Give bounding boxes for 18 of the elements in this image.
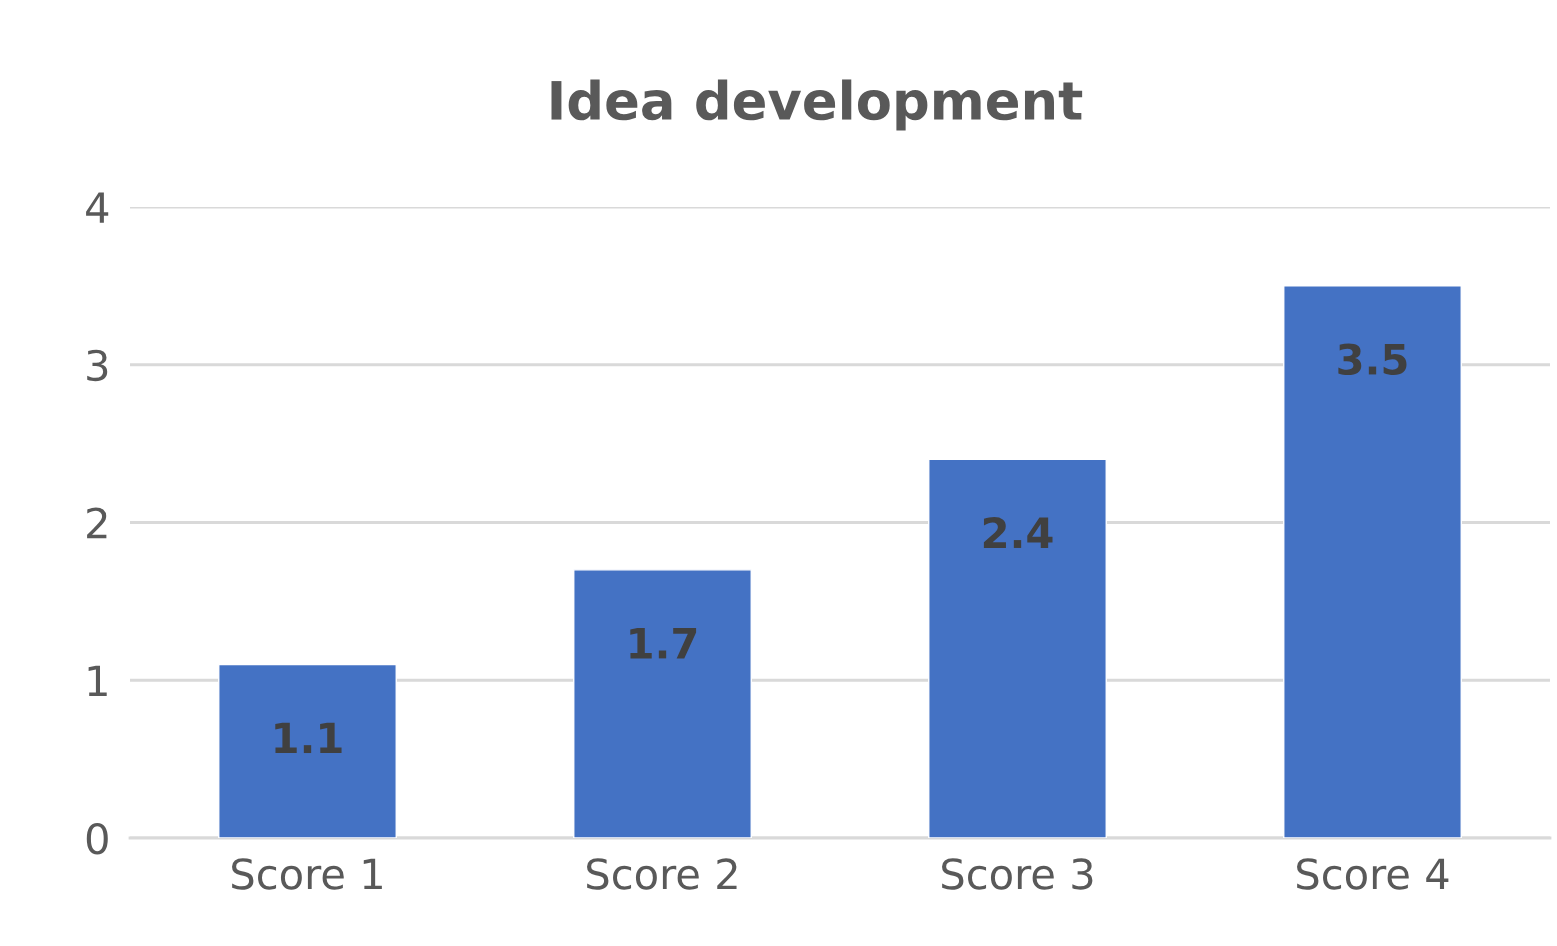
data-label: 1.7 bbox=[630, 628, 697, 659]
bar bbox=[1283, 285, 1462, 838]
y-tick-label: 2 bbox=[87, 507, 107, 539]
y-tick-label: 0 bbox=[86, 822, 108, 855]
y-tick-label: 1 bbox=[88, 665, 107, 697]
bar bbox=[928, 458, 1107, 838]
y-tick-label: 4 bbox=[86, 192, 109, 223]
bar bbox=[218, 663, 397, 838]
x-tick-label: Score 2 bbox=[587, 858, 737, 890]
data-label: 1.1 bbox=[275, 722, 342, 754]
x-tick-label: Score 4 bbox=[1297, 858, 1449, 890]
bar bbox=[573, 569, 752, 838]
data-label: 3.5 bbox=[1338, 343, 1407, 376]
x-tick-label: Score 1 bbox=[232, 858, 382, 890]
x-tick-label: Score 3 bbox=[942, 858, 1093, 890]
chart-title: Idea development bbox=[551, 79, 1083, 131]
data-label: 2.4 bbox=[983, 517, 1053, 548]
y-tick-label: 3 bbox=[87, 349, 108, 382]
